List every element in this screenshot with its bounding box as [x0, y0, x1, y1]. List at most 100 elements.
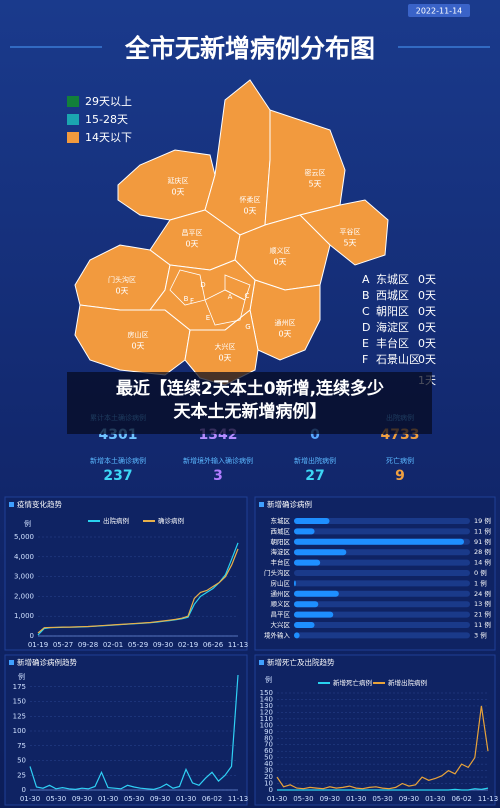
panel-icon — [9, 502, 14, 507]
map-letter: E — [206, 314, 210, 322]
list-days: 0天 — [418, 273, 436, 286]
x-tick-label: 01-30 — [98, 795, 118, 803]
list-name: 西城区 — [376, 289, 409, 302]
list-letter: D — [362, 321, 370, 334]
stat-value: 27 — [305, 468, 324, 484]
y-tick-label: 20 — [264, 773, 273, 781]
y-tick-label: 130 — [260, 702, 273, 710]
bar-track — [294, 570, 470, 576]
y-tick-label: 0 — [22, 786, 26, 794]
stat-label: 新增境外输入确诊病例 — [183, 456, 253, 465]
y-tick-label: 5,000 — [14, 533, 34, 541]
map-letter: G — [245, 323, 250, 331]
y-tick-label: 60 — [264, 747, 273, 755]
y-tick-label: 0 — [269, 786, 273, 794]
bar-track — [294, 580, 470, 587]
x-tick-label: 06-02 — [451, 795, 471, 803]
list-name: 东城区 — [376, 273, 409, 286]
x-tick-label: 01-30 — [346, 795, 366, 803]
legend-label: 14天以下 — [85, 131, 132, 144]
bar-value-label: 1 例 — [474, 578, 487, 587]
x-tick-label: 09-30 — [320, 795, 340, 803]
stat-label: 新增出院病例 — [294, 456, 336, 465]
list-letter: E — [362, 337, 369, 350]
map-letter: D — [200, 281, 205, 289]
stat-value: 0 — [310, 427, 320, 443]
caption-line: 最近【连续2天本土0新增,连续多少 — [116, 378, 384, 399]
list-days: 0天 — [418, 321, 436, 334]
bar-value-label: 14 例 — [474, 558, 491, 567]
panel-title: 新增确诊病例趋势 — [17, 657, 77, 667]
series-line — [29, 674, 239, 791]
district-name: 房山区 — [128, 330, 149, 339]
y-tick-label: 110 — [260, 715, 273, 723]
list-days: 0天 — [418, 353, 436, 366]
district-name: 通州区 — [275, 318, 296, 327]
y-tick-label: 1,000 — [14, 612, 34, 620]
district-name: 平谷区 — [340, 227, 361, 236]
x-tick-label: 05-30 — [124, 795, 144, 803]
x-tick-label: 09-28 — [78, 641, 98, 649]
title: 全市无新增病例分布图 — [124, 34, 375, 63]
y-tick-label: 175 — [13, 683, 26, 691]
district-days: 0天 — [185, 240, 198, 249]
district-days: 0天 — [243, 207, 256, 216]
district-days: 0天 — [171, 188, 184, 197]
bar — [294, 518, 330, 524]
bar — [294, 559, 321, 566]
bar-track — [294, 518, 470, 524]
y-tick-label: 75 — [17, 742, 26, 750]
bar-value-label: 3 例 — [474, 630, 487, 639]
bar — [294, 601, 319, 608]
legend-label: 确诊病例 — [158, 516, 184, 525]
bar-category: 通州区 — [271, 589, 291, 598]
x-tick-label: 05-30 — [372, 795, 392, 803]
bar-track — [294, 528, 470, 535]
list-name: 丰台区 — [376, 336, 409, 350]
axis-unit: 例 — [265, 675, 272, 684]
series-line — [37, 548, 239, 634]
bar-track — [294, 611, 470, 618]
y-tick-label: 2,000 — [14, 592, 34, 600]
bar-category: 境外输入 — [264, 630, 291, 639]
stat-value: 237 — [103, 468, 132, 484]
list-name: 石景山区 — [376, 353, 420, 366]
list-days: 0天 — [418, 337, 436, 350]
series-line — [277, 787, 489, 791]
panel-icon — [259, 502, 264, 507]
legend-label: 出院病例 — [103, 516, 129, 525]
y-tick-label: 40 — [264, 760, 273, 768]
panel-title: 新增确诊病例 — [267, 499, 312, 509]
y-tick-label: 100 — [260, 721, 273, 729]
bar-category: 顺义区 — [271, 600, 291, 608]
stat-label: 新增本土确诊病例 — [90, 456, 146, 465]
legend-swatch — [67, 132, 79, 143]
y-tick-label: 3,000 — [14, 573, 34, 581]
y-tick-label: 25 — [17, 771, 26, 779]
district-days: 0天 — [278, 330, 291, 339]
x-tick-label: 02-19 — [178, 641, 198, 649]
bar-category: 门头沟区 — [264, 568, 291, 577]
stat-value: 3 — [213, 468, 223, 484]
bar-track — [294, 622, 470, 628]
date-badge — [408, 4, 470, 17]
y-tick-label: 140 — [260, 695, 273, 703]
bar — [294, 528, 315, 535]
district-days: 5天 — [343, 239, 356, 248]
bar — [294, 611, 334, 618]
legend-label: 15-28天 — [85, 113, 128, 126]
district-name: 怀柔区 — [240, 195, 261, 204]
x-tick-label: 09-30 — [399, 795, 419, 803]
x-tick-label: 02-01 — [103, 641, 123, 649]
bar — [294, 632, 300, 639]
list-letter: B — [362, 289, 370, 302]
list-name: 海淀区 — [376, 320, 409, 334]
district-name: 延庆区 — [168, 176, 189, 185]
district-shape — [204, 289, 246, 326]
y-tick-label: 100 — [13, 727, 26, 735]
y-tick-label: 80 — [264, 734, 273, 742]
x-tick-label: 11-13 — [228, 641, 248, 649]
district-name: 顺义区 — [270, 247, 291, 255]
x-tick-label: 01-30 — [267, 795, 287, 803]
y-tick-label: 4,000 — [14, 553, 34, 561]
